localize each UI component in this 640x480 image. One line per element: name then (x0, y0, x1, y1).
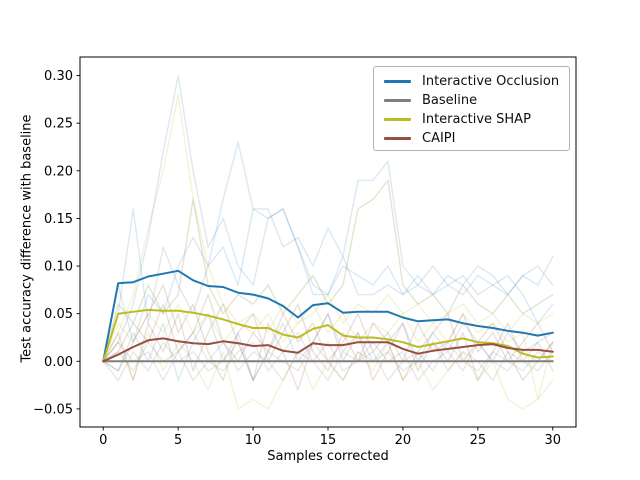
legend-item-caipi: CAIPI (384, 129, 559, 148)
run-line-baseline (102, 341, 554, 381)
y-tick-label: 0.30 (44, 69, 73, 84)
x-tick-label: 30 (545, 433, 562, 448)
run-line-interactive-occlusion (102, 141, 554, 362)
series-line-interactive-shap (102, 308, 554, 363)
legend-line-swatch (384, 80, 411, 83)
legend-item-interactive-occlusion: Interactive Occlusion (384, 72, 559, 91)
x-tick-label: 25 (470, 433, 487, 448)
run-line-interactive-occlusion (102, 160, 554, 362)
legend-line-swatch (384, 137, 411, 140)
run-line-interactive-occlusion (102, 74, 554, 362)
x-tick-label: 20 (395, 433, 412, 448)
series-line-interactive-occlusion (102, 269, 554, 363)
x-tick-label: 0 (99, 433, 107, 448)
x-axis-label: Samples corrected (267, 449, 389, 464)
y-tick-label: 0.00 (44, 355, 73, 370)
y-tick-label: −0.05 (33, 402, 73, 417)
x-tick-label: 15 (320, 433, 337, 448)
x-tick-label: 10 (245, 433, 262, 448)
legend: Interactive Occlusion Baseline Interactive… (373, 66, 570, 151)
run-line-interactive-shap (102, 303, 554, 401)
x-tick-label: 5 (174, 433, 182, 448)
legend-line-swatch (384, 118, 411, 121)
legend-item-label: Interactive SHAP (422, 112, 531, 127)
legend-line-swatch (384, 99, 411, 102)
series-line-caipi (102, 337, 554, 363)
y-tick-label: 0.05 (44, 307, 73, 322)
y-axis-label: Test accuracy difference with baseline (19, 114, 35, 363)
y-tick-label: 0.25 (44, 117, 73, 132)
legend-item-label: CAIPI (422, 131, 456, 146)
legend-item-baseline: Baseline (384, 91, 559, 110)
legend-item-label: Interactive Occlusion (422, 74, 560, 89)
y-tick-label: 0.20 (44, 164, 73, 179)
run-line-interactive-shap (102, 93, 554, 362)
run-line-caipi (102, 303, 554, 391)
legend-item-interactive-shap: Interactive SHAP (384, 110, 559, 129)
y-tick-label: 0.15 (44, 212, 73, 227)
y-tick-label: 0.10 (44, 260, 73, 275)
legend-item-label: Baseline (422, 93, 478, 108)
